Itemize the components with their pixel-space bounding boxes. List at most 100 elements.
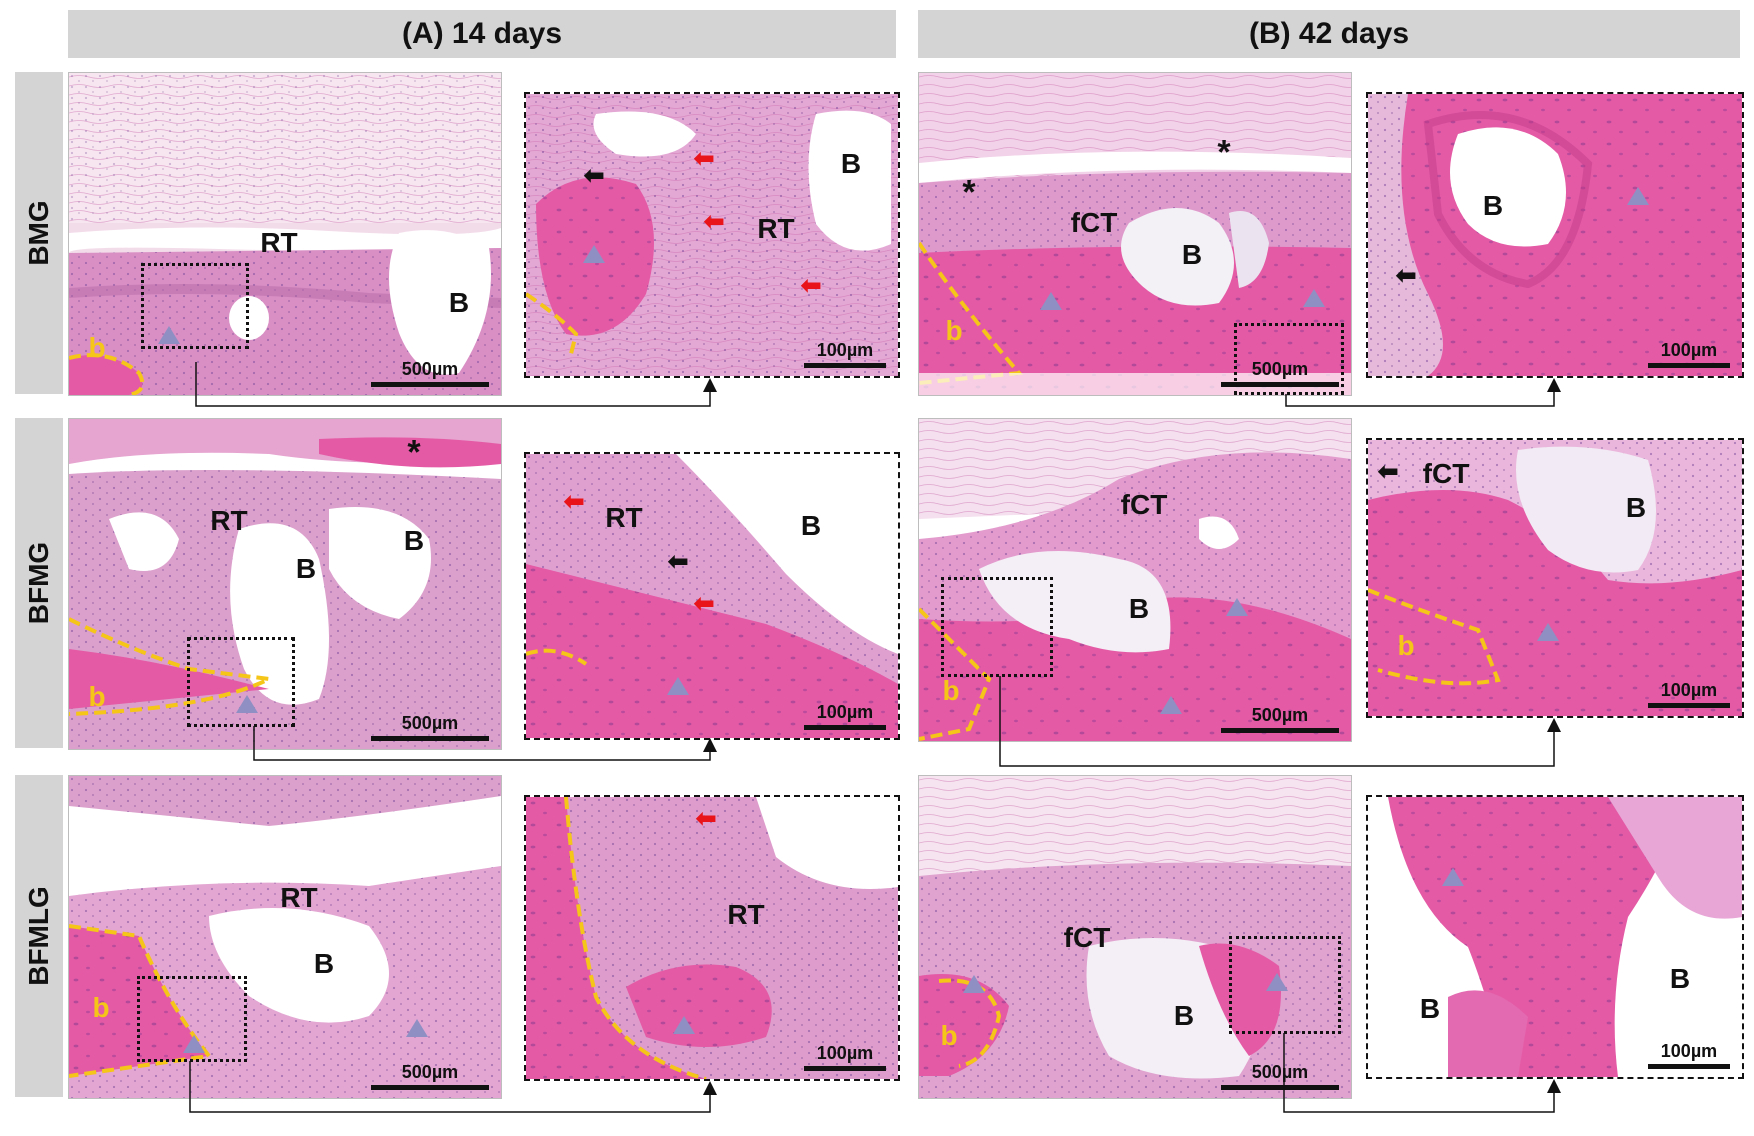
scale-bar-100: 100µm [804,340,886,368]
triangle-marker-icon [1040,292,1062,310]
panel-bfmlg-14d-zoom: RT ⬅ 100µm [524,795,900,1081]
triangle-marker-icon [583,245,605,263]
scale-bar-500: 500µm [371,359,489,387]
panel-bfmg-42d-zoom: fCT B b ⬅ 100µm [1366,438,1744,718]
panel-bfmg-42d-overview: fCT B b 500µm [918,418,1352,742]
label-rt: RT [210,505,248,536]
red-arrow-icon: ⬅ [800,271,822,301]
label-b: B [840,148,862,179]
panel-bfmg-14d-zoom: RT B ⬅ ⬅ ⬅ 100µm [524,452,900,740]
label-b: B [295,553,317,584]
scale-bar-label: 100µm [816,1043,874,1063]
scale-bar-label: 100µm [1660,1041,1718,1061]
label-asterisk: * [407,433,421,472]
red-arrow-icon: ⬅ [693,589,715,619]
label-fct: fCT [1070,207,1118,238]
connector-arrowhead [703,738,717,752]
panel-bmg-14d-overview: RT B b 500µm [68,72,502,396]
row-label-bfmg-text: BFMG [23,541,54,625]
scale-bar-label: 100µm [1660,340,1718,360]
black-arrow-icon: ⬅ [1377,457,1399,487]
scale-bar-label: 100µm [816,702,874,722]
triangle-marker-icon [1442,868,1464,886]
label-asterisk: * [1217,133,1231,172]
label-b: B [1482,190,1504,221]
inset-region-box [1229,936,1341,1034]
triangle-marker-icon [667,677,689,695]
triangle-marker-icon [673,1016,695,1034]
column-header-14-days: (A) 14 days [68,10,896,58]
panel-bmg-42d-zoom: B ⬅ 100µm [1366,92,1744,378]
panel-bmg-14d-zoom: B RT ⬅ ⬅ ⬅ ⬅ 100µm [524,92,900,378]
scale-bar-100: 100µm [1648,1041,1730,1069]
triangle-marker-icon [963,975,985,993]
scale-bar-100: 100µm [1648,340,1730,368]
label-b: B [1669,963,1691,994]
label-host-bone: b [945,315,963,346]
scale-bar-label: 500µm [401,359,459,379]
row-label-bmg-text: BMG [23,200,54,266]
connector-arrowhead [703,1081,717,1095]
label-asterisk: * [962,173,976,212]
panel-bfmlg-42d-overview: fCT B b 500µm [918,775,1352,1099]
scale-bar-100: 100µm [1648,680,1730,708]
red-arrow-icon: ⬅ [695,804,717,834]
scale-bar-500: 500µm [1221,359,1339,387]
row-label-bfmlg: BFMLG [15,775,63,1097]
scale-bar-500: 500µm [1221,1062,1339,1090]
panel-bfmg-14d-overview: * RT B B b 500µm [68,418,502,750]
label-rt: RT [280,882,318,913]
triangle-marker-icon [1303,289,1325,307]
triangle-marker-icon [1160,696,1182,714]
row-label-bmg: BMG [15,72,63,394]
column-header-42-days: (B) 42 days [918,10,1740,58]
label-host-bone: b [88,681,106,712]
label-rt: RT [260,227,298,258]
scale-bar-label: 100µm [816,340,874,360]
red-arrow-icon: ⬅ [703,207,725,237]
red-arrow-icon: ⬅ [693,144,715,174]
triangle-marker-icon [158,326,180,344]
label-b: B [403,525,425,556]
red-arrow-icon: ⬅ [563,487,585,517]
inset-region-box [941,577,1053,677]
scale-bar-label: 500µm [401,713,459,733]
scale-bar-500: 500µm [371,713,489,741]
scale-bar-label: 500µm [1251,705,1309,725]
label-host-bone: b [92,992,110,1023]
connector-arrowhead [1547,378,1561,392]
connector-arrowhead [703,378,717,392]
row-label-bfmg: BFMG [15,418,63,748]
label-rt: RT [757,213,795,244]
black-arrow-icon: ⬅ [667,547,689,577]
label-host-bone: b [1397,630,1415,661]
panel-bfmlg-14d-overview: RT B b 500µm [68,775,502,1099]
scale-bar-label: 500µm [1251,359,1309,379]
panel-bfmlg-42d-zoom: B B 100µm [1366,795,1744,1079]
label-b: B [1181,239,1203,270]
label-b: B [1173,1000,1195,1031]
panel-bmg-42d-overview: * * fCT B b 500µm [918,72,1352,396]
triangle-marker-icon [183,1035,205,1053]
scale-bar-label: 500µm [1251,1062,1309,1082]
connector-arrowhead [1547,718,1561,732]
label-b: B [1128,593,1150,624]
label-host-bone: b [942,675,960,706]
label-fct: fCT [1422,458,1470,489]
label-b: B [448,287,470,318]
label-rt: RT [605,502,643,533]
scale-bar-500: 500µm [371,1062,489,1090]
inset-region-box [187,637,295,727]
scale-bar-label: 100µm [1660,680,1718,700]
triangle-marker-icon [1627,187,1649,205]
label-fct: fCT [1120,489,1168,520]
label-fct: fCT [1063,922,1111,953]
scale-bar-label: 500µm [401,1062,459,1082]
inset-region-box [137,976,247,1062]
connector-arrowhead [1547,1079,1561,1093]
scale-bar-500: 500µm [1221,705,1339,733]
label-b: B [1419,993,1441,1024]
triangle-marker-icon [1226,598,1248,616]
inset-region-box [141,263,249,349]
triangle-marker-icon [236,695,258,713]
